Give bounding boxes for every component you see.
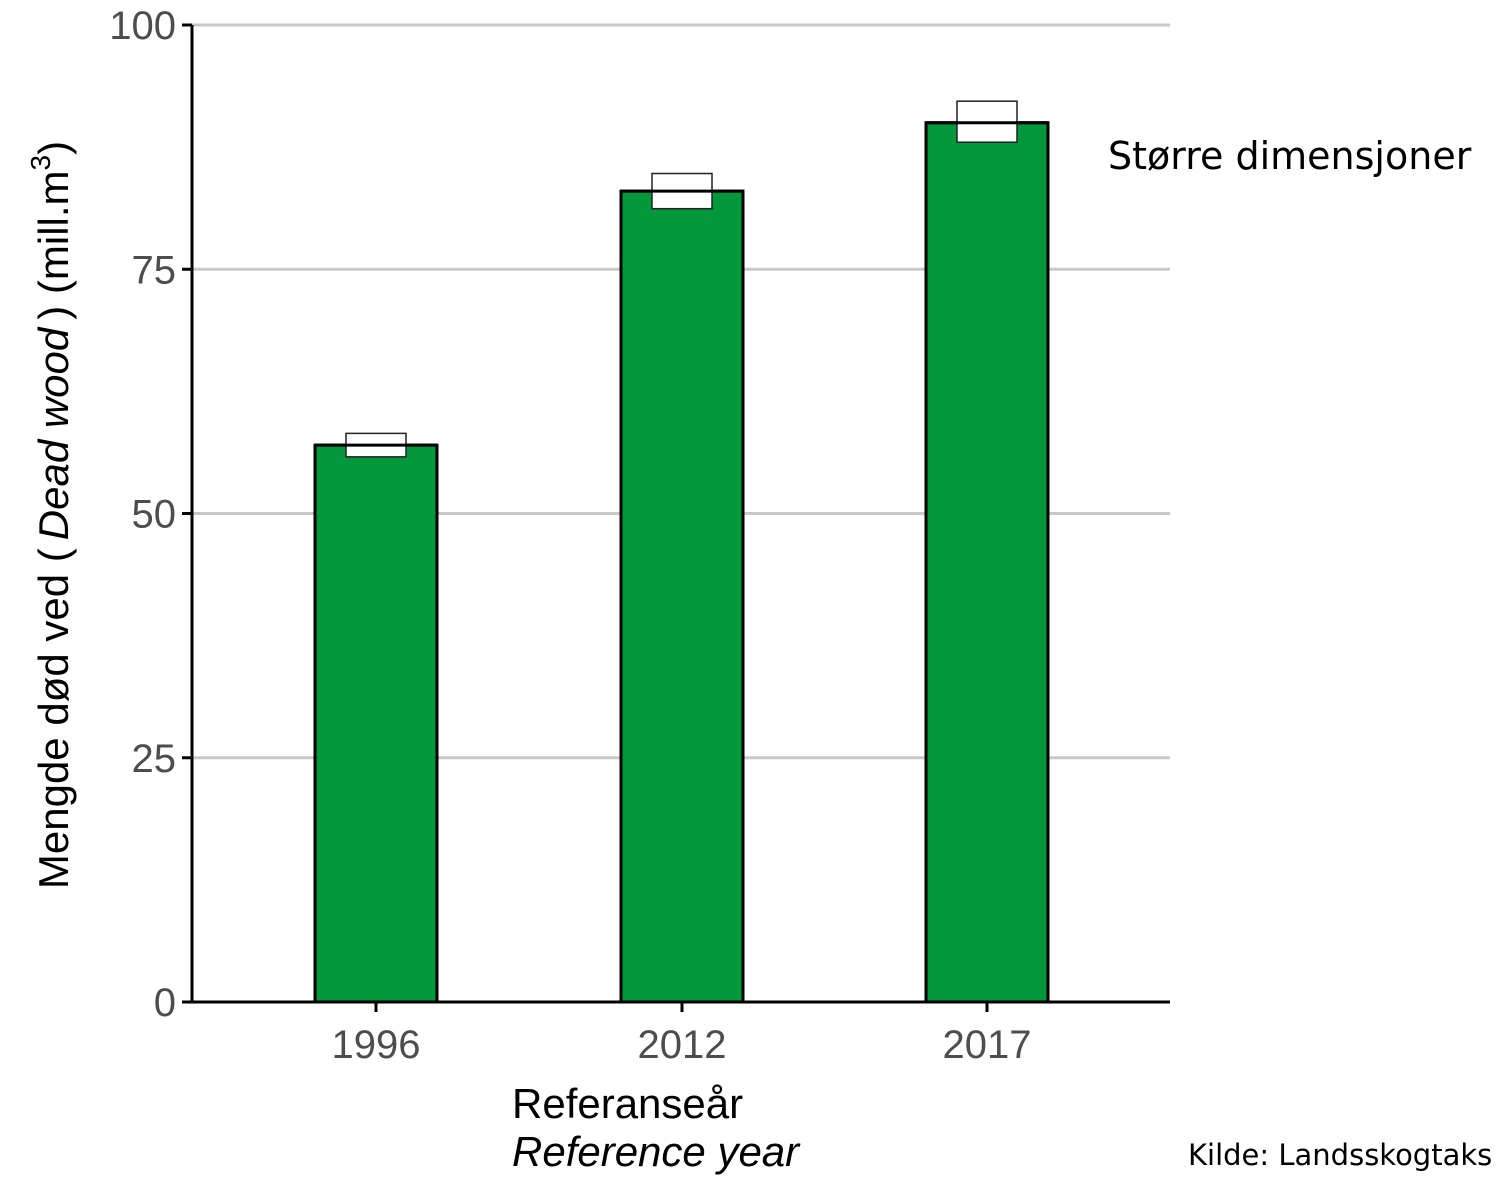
y-tick-label-25: 25 bbox=[132, 737, 177, 781]
y-tick-label-50: 50 bbox=[132, 493, 177, 537]
bar-2012 bbox=[619, 189, 745, 1004]
x-axis-title: Referanseår bbox=[512, 1080, 743, 1127]
x-tick-label-1996: 1996 bbox=[332, 1023, 421, 1067]
x-tick-label-2017: 2017 bbox=[943, 1023, 1032, 1067]
y-tick-label-100: 100 bbox=[109, 4, 176, 48]
error-bars bbox=[315, 100, 1048, 458]
y-axis-title-italic: Dead wood bbox=[30, 326, 77, 540]
y-tick-label-75: 75 bbox=[132, 248, 177, 292]
annotation-larger-dimensions: Større dimensjoner bbox=[1108, 134, 1472, 178]
y-axis-title-prefix: Mengde død ved ( bbox=[30, 548, 77, 889]
x-tick-label-2012: 2012 bbox=[638, 1023, 727, 1067]
y-axis-title: Mengde død ved ( Dead wood ) (mill.m3) bbox=[25, 141, 77, 889]
y-tick-label-0: 0 bbox=[154, 981, 176, 1025]
x-ticks: 1996 2012 2017 bbox=[332, 1002, 1032, 1067]
bar-1996 bbox=[313, 443, 439, 1004]
y-ticks: 0 25 50 75 100 bbox=[109, 4, 192, 1025]
bars bbox=[313, 121, 1050, 1004]
x-axis-title-english: Reference year bbox=[512, 1128, 801, 1175]
y-axis-title-suffix: ) (mill.m bbox=[30, 170, 77, 319]
bar-2017 bbox=[924, 121, 1050, 1004]
y-axis-title-superscript: 3 bbox=[25, 155, 56, 171]
y-axis-title-close: ) bbox=[30, 141, 77, 155]
source-note: Kilde: Landsskogtaks bbox=[1188, 1138, 1493, 1172]
